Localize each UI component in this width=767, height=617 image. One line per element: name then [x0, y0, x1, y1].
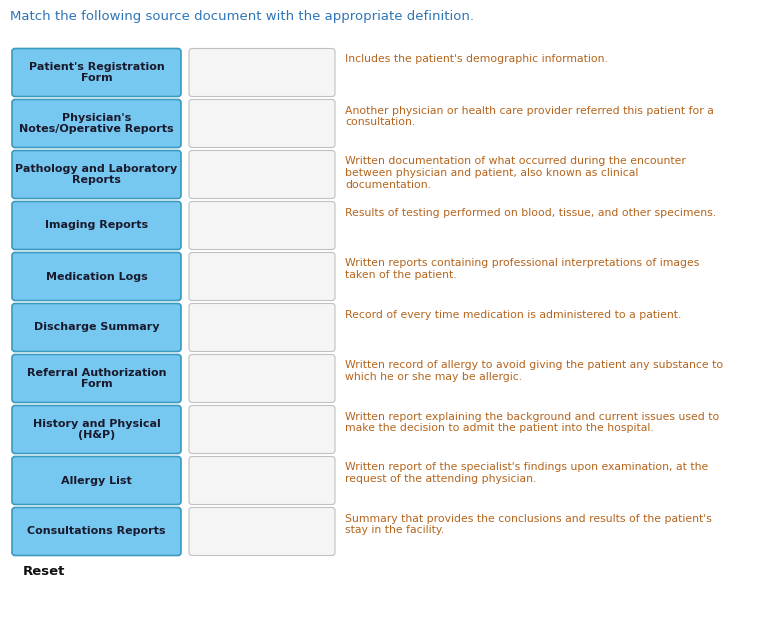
- Text: Referral Authorization
Form: Referral Authorization Form: [27, 368, 166, 389]
- Text: Summary that provides the conclusions and results of the patient's
stay in the f: Summary that provides the conclusions an…: [345, 513, 712, 535]
- FancyBboxPatch shape: [12, 99, 181, 147]
- FancyBboxPatch shape: [12, 202, 181, 249]
- Text: Written record of allergy to avoid giving the patient any substance to
which he : Written record of allergy to avoid givin…: [345, 360, 723, 382]
- Text: Reset: Reset: [23, 565, 65, 578]
- Text: Includes the patient's demographic information.: Includes the patient's demographic infor…: [345, 54, 608, 65]
- FancyBboxPatch shape: [12, 252, 181, 300]
- FancyBboxPatch shape: [12, 355, 181, 402]
- FancyBboxPatch shape: [12, 49, 181, 96]
- FancyBboxPatch shape: [189, 355, 335, 402]
- FancyBboxPatch shape: [12, 151, 181, 199]
- Text: Imaging Reports: Imaging Reports: [45, 220, 148, 231]
- FancyBboxPatch shape: [12, 457, 181, 505]
- Text: Physician's
Notes/Operative Reports: Physician's Notes/Operative Reports: [19, 113, 174, 135]
- Text: Written documentation of what occurred during the encounter
between physician an: Written documentation of what occurred d…: [345, 157, 686, 189]
- FancyBboxPatch shape: [12, 405, 181, 453]
- FancyBboxPatch shape: [12, 508, 181, 555]
- FancyBboxPatch shape: [189, 99, 335, 147]
- Text: History and Physical
(H&P): History and Physical (H&P): [33, 419, 160, 441]
- FancyBboxPatch shape: [189, 151, 335, 199]
- Text: Match the following source document with the appropriate definition.: Match the following source document with…: [10, 10, 474, 23]
- Text: Written reports containing professional interpretations of images
taken of the p: Written reports containing professional …: [345, 259, 700, 280]
- Text: Written report of the specialist's findings upon examination, at the
request of : Written report of the specialist's findi…: [345, 463, 708, 484]
- FancyBboxPatch shape: [189, 202, 335, 249]
- FancyBboxPatch shape: [189, 508, 335, 555]
- Text: Written report explaining the background and current issues used to
make the dec: Written report explaining the background…: [345, 412, 719, 433]
- Text: Patient's Registration
Form: Patient's Registration Form: [28, 62, 164, 83]
- Text: Consultations Reports: Consultations Reports: [28, 526, 166, 537]
- Text: Another physician or health care provider referred this patient for a
consultati: Another physician or health care provide…: [345, 106, 714, 127]
- FancyBboxPatch shape: [189, 49, 335, 96]
- Text: Pathology and Laboratory
Reports: Pathology and Laboratory Reports: [15, 164, 178, 185]
- Text: Results of testing performed on blood, tissue, and other specimens.: Results of testing performed on blood, t…: [345, 207, 716, 218]
- Text: Allergy List: Allergy List: [61, 476, 132, 486]
- FancyBboxPatch shape: [189, 457, 335, 505]
- FancyBboxPatch shape: [189, 252, 335, 300]
- FancyBboxPatch shape: [12, 304, 181, 352]
- FancyBboxPatch shape: [189, 405, 335, 453]
- Text: Discharge Summary: Discharge Summary: [34, 323, 160, 333]
- Text: Record of every time medication is administered to a patient.: Record of every time medication is admin…: [345, 310, 681, 320]
- Text: Medication Logs: Medication Logs: [45, 271, 147, 281]
- FancyBboxPatch shape: [189, 304, 335, 352]
